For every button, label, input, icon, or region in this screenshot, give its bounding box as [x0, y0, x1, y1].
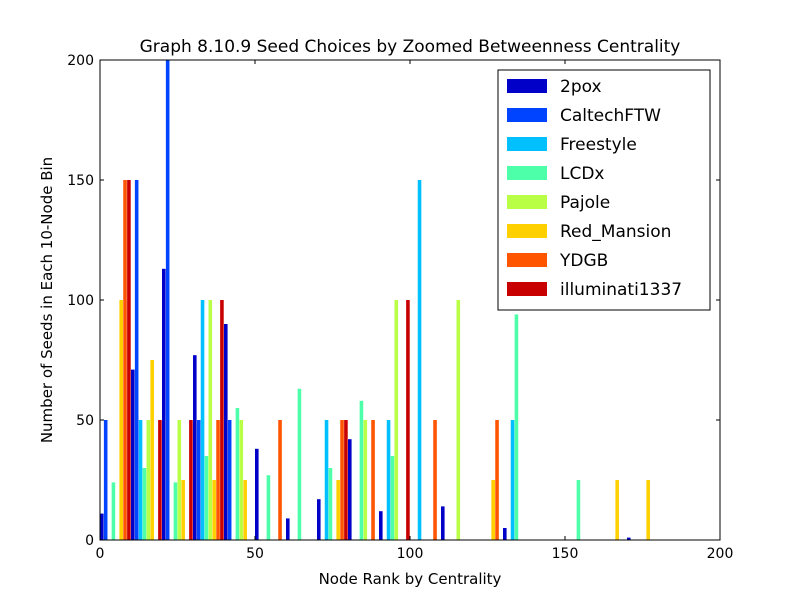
bar-lcdx-bin-90	[390, 456, 395, 540]
legend-swatch	[507, 108, 547, 122]
y-axis-label: Number of Seeds in Each 10-Node Bin	[38, 157, 56, 443]
bar-caltechftw-bin-30	[196, 420, 201, 540]
bar-red-mansion-bin-40	[243, 480, 247, 540]
bar-illuminati1337-bin-30	[220, 300, 224, 540]
legend-label: illuminati1337	[560, 280, 682, 300]
bar-2pox-bin-30	[193, 355, 197, 540]
legend-swatch	[507, 282, 547, 296]
x-tick-label: 100	[397, 546, 424, 562]
bar-2pox-bin-90	[379, 511, 383, 540]
bar-freestyle-bin-10	[138, 420, 143, 540]
bar-caltechftw-bin-0	[103, 420, 108, 540]
x-tick-label: 50	[246, 546, 264, 562]
bar-freestyle-bin-30	[200, 300, 205, 540]
legend-label: Red_Mansion	[560, 222, 671, 242]
bar-illuminati1337-bin-10	[158, 420, 162, 540]
bar-lcdx-bin-40	[235, 408, 240, 540]
bars-layer	[100, 60, 650, 540]
bar-2pox-bin-130	[503, 528, 507, 540]
bar-ydgb-bin-80	[371, 420, 375, 540]
bar-illuminati1337-bin-90	[406, 300, 410, 540]
legend-label: YDGB	[559, 251, 608, 271]
bar-red-mansion-bin-30	[212, 480, 216, 540]
bar-2pox-bin-10	[131, 369, 135, 540]
bar-red-mansion-bin-170	[646, 480, 650, 540]
bar-illuminati1337-bin-70	[344, 420, 348, 540]
legend-label: Freestyle	[560, 135, 637, 155]
y-tick-label: 150	[67, 173, 94, 189]
bar-red-mansion-bin-120	[491, 480, 495, 540]
bar-lcdx-bin-80	[359, 400, 364, 540]
bar-freestyle-bin-70	[324, 420, 329, 540]
legend-swatch	[507, 224, 547, 238]
bar-ydgb-bin-120	[495, 420, 499, 540]
legend-label: LCDx	[560, 164, 605, 184]
bar-caltechftw-bin-40	[227, 420, 232, 540]
x-tick-label: 150	[552, 546, 579, 562]
bar-lcdx-bin-10	[142, 468, 147, 540]
bar-lcdx-bin-30	[204, 456, 209, 540]
bar-2pox-bin-60	[286, 518, 290, 540]
legend-label: 2pox	[560, 77, 602, 97]
bar-pajole-bin-20	[177, 420, 182, 540]
bar-2pox-bin-20	[162, 268, 166, 540]
bar-red-mansion-bin-70	[336, 480, 340, 540]
bar-2pox-bin-110	[441, 506, 445, 540]
x-tick-label: 0	[96, 546, 105, 562]
bar-pajole-bin-80	[363, 420, 368, 540]
y-tick-label: 0	[85, 533, 94, 549]
bar-lcdx-bin-0	[111, 482, 116, 540]
bar-2pox-bin-50	[255, 448, 259, 540]
bar-caltechftw-bin-20	[165, 60, 170, 540]
bar-ydgb-bin-100	[433, 420, 437, 540]
bar-red-mansion-bin-0	[119, 300, 123, 540]
legend-label: CaltechFTW	[560, 106, 661, 126]
bar-illuminati1337-bin-0	[127, 180, 131, 540]
legend-swatch	[507, 166, 547, 180]
legend: 2pox CaltechFTW Freestyle LCDx Pajole Red_Man…	[497, 69, 711, 311]
bar-2pox-bin-0	[100, 513, 104, 540]
legend-label: Pajole	[560, 193, 610, 213]
bar-2pox-bin-80	[348, 439, 352, 540]
y-tick-label: 100	[67, 293, 94, 309]
bar-freestyle-bin-100	[417, 180, 422, 540]
legend-swatch	[507, 253, 547, 267]
bar-2pox-bin-170	[627, 537, 631, 540]
x-tick-label: 200	[707, 546, 734, 562]
bar-lcdx-bin-60	[297, 388, 302, 540]
legend-swatch	[507, 137, 547, 151]
bar-lcdx-bin-20	[173, 482, 178, 540]
bar-pajole-bin-110	[456, 300, 461, 540]
bar-illuminati1337-bin-20	[189, 420, 193, 540]
bar-2pox-bin-70	[317, 499, 321, 540]
bar-ydgb-bin-70	[340, 420, 344, 540]
bar-pajole-bin-10	[146, 420, 151, 540]
bar-caltechftw-bin-10	[134, 180, 139, 540]
bar-red-mansion-bin-10	[150, 360, 154, 540]
ticks-layer: 0 50 100 150 200 0 50 100 150 200	[67, 53, 733, 562]
bar-pajole-bin-90	[394, 300, 399, 540]
chart-title: Graph 8.10.9 Seed Choices by Zoomed Betw…	[140, 37, 681, 57]
bar-red-mansion-bin-160	[615, 480, 619, 540]
legend-swatch	[507, 195, 547, 209]
x-axis-label: Node Rank by Centrality	[319, 570, 502, 588]
bar-ydgb-bin-50	[278, 420, 282, 540]
bar-lcdx-bin-50	[266, 475, 271, 540]
y-tick-label: 50	[76, 413, 94, 429]
bar-2pox-bin-40	[224, 324, 228, 540]
bar-pajole-bin-30	[208, 300, 213, 540]
legend-swatch	[507, 79, 547, 93]
bar-lcdx-bin-150	[576, 480, 581, 540]
bar-lcdx-bin-130	[514, 314, 519, 540]
bar-pajole-bin-40	[239, 420, 244, 540]
bar-lcdx-bin-70	[328, 468, 333, 540]
bar-ydgb-bin-30	[216, 420, 220, 540]
bar-freestyle-bin-90	[386, 420, 391, 540]
bar-freestyle-bin-130	[510, 420, 515, 540]
y-tick-label: 200	[67, 53, 94, 69]
bar-ydgb-bin-0	[123, 180, 127, 540]
bar-red-mansion-bin-20	[181, 480, 185, 540]
